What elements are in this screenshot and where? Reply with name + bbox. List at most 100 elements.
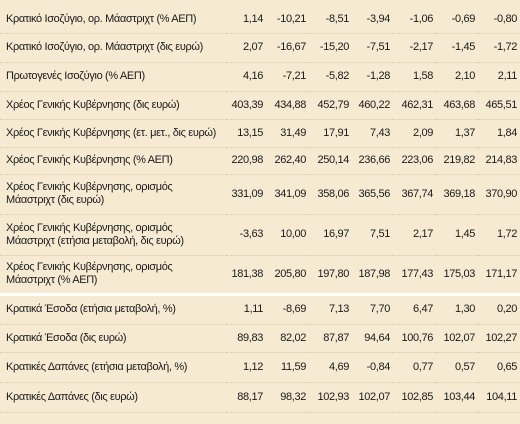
cell-value: 331,09	[226, 174, 266, 215]
table-row: Κρατικό Ισοζύγιο, ορ. Μάαστριχτ (δις ευρ…	[0, 33, 520, 63]
cell-value: 87,87	[309, 324, 352, 353]
cell-value: 2,17	[393, 214, 436, 256]
row-label: Κρατικά Έσοδα (δις ευρώ)	[0, 324, 226, 353]
cell-value: 187,98	[352, 255, 393, 295]
row-label: Κρατικές Δαπάνες (δις ευρώ)	[0, 382, 226, 413]
cell-value: 89,83	[226, 324, 266, 353]
cell-value: 0,57	[436, 352, 478, 383]
cell-value: -1,28	[352, 62, 393, 92]
cell-value: 4,69	[309, 352, 352, 383]
cell-value: -0,69	[436, 6, 478, 34]
cell-value: 171,17	[478, 255, 520, 295]
cell-value: 102,85	[393, 382, 436, 413]
cell-value: 1,37	[436, 119, 478, 148]
cell-value: 463,68	[436, 91, 478, 120]
cell-value: 250,14	[309, 147, 352, 175]
cell-value: -1,72	[478, 33, 520, 63]
cell-value: 197,80	[309, 255, 352, 295]
table-row: Χρέος Γενικής Κυβέρνησης (ετ. μετ., δις …	[0, 119, 520, 148]
row-label: Κρατικά Έσοδα (ετήσια μεταβολή, %)	[0, 292, 226, 325]
cell-value: 11,59	[266, 352, 309, 383]
row-label: Κρατικό Ισοζύγιο, ορ. Μάαστριχτ (δις ευρ…	[0, 33, 226, 63]
cell-value: 7,13	[309, 292, 352, 325]
cell-value: 88,17	[226, 382, 266, 413]
cell-value: -1,45	[436, 33, 478, 63]
cell-value: -8,69	[266, 292, 309, 325]
cell-value: 4,16	[226, 62, 266, 92]
row-label: Πρωτογενές Ισοζύγιο (% ΑΕΠ)	[0, 62, 226, 92]
cell-value: 7,51	[352, 214, 393, 256]
cell-value: 367,74	[393, 174, 436, 215]
cell-value: 2,07	[226, 33, 266, 63]
cell-value: 205,80	[266, 255, 309, 295]
cell-value: -2,17	[393, 33, 436, 63]
cell-value: 214,83	[478, 147, 520, 175]
cell-value: -0,80	[478, 6, 520, 34]
table-row: Χρέος Γενικής Κυβέρνησης, ορισμός Μάαστρ…	[0, 174, 520, 215]
cell-value: 104,11	[478, 382, 520, 413]
cell-value: 98,32	[266, 382, 309, 413]
cell-value: 0,77	[393, 352, 436, 383]
cell-value: 0,65	[478, 352, 520, 383]
cell-value: 365,56	[352, 174, 393, 215]
cell-value: 1,58	[393, 62, 436, 92]
cell-value: 102,93	[309, 382, 352, 413]
row-label: Χρέος Γενικής Κυβέρνησης, ορισμός Μάαστρ…	[0, 174, 226, 215]
cell-value: 31,49	[266, 119, 309, 148]
cell-value: 103,44	[436, 382, 478, 413]
page: {"table": {"rows": [ ["Κρατικό Ισοζύγιο,…	[0, 6, 520, 424]
cell-value: 236,66	[352, 147, 393, 175]
cell-value: 16,97	[309, 214, 352, 256]
cell-value: 262,40	[266, 147, 309, 175]
cell-value: 102,07	[352, 382, 393, 413]
cell-value: 1,45	[436, 214, 478, 256]
cell-value: -1,06	[393, 6, 436, 34]
cell-value: 1,11	[226, 292, 266, 325]
cell-value: 6,47	[393, 292, 436, 325]
cell-value: 2,09	[393, 119, 436, 148]
cell-value: 181,38	[226, 255, 266, 295]
cell-value: 369,18	[436, 174, 478, 215]
table-row: Χρέος Γενικής Κυβέρνησης, ορισμός Μάαστρ…	[0, 214, 520, 256]
cell-value: 358,06	[309, 174, 352, 215]
cell-value: -15,20	[309, 33, 352, 63]
cell-value: -8,51	[309, 6, 352, 34]
cell-value: 102,07	[436, 324, 478, 353]
cell-value: 465,51	[478, 91, 520, 120]
row-label: Χρέος Γενικής Κυβέρνησης (δις ευρώ)	[0, 91, 226, 120]
cell-value: 1,14	[226, 6, 266, 34]
table-row: Χρέος Γενικής Κυβέρνησης (% ΑΕΠ) 220,98 26…	[0, 147, 520, 175]
table-row: Χρέος Γενικής Κυβέρνησης, ορισμός Μάαστρ…	[0, 255, 520, 295]
cell-value: -7,51	[352, 33, 393, 63]
cell-value: 1,72	[478, 214, 520, 256]
cell-value: 100,76	[393, 324, 436, 353]
cell-value: 220,98	[226, 147, 266, 175]
table-row: Χρέος Γενικής Κυβέρνησης (δις ευρώ) 403,3…	[0, 91, 520, 120]
cell-value: -16,67	[266, 33, 309, 63]
cell-value: 452,79	[309, 91, 352, 120]
cell-value: 1,30	[436, 292, 478, 325]
table-row: Κρατικό Ισοζύγιο, ορ. Μάαστριχτ (% ΑΕΠ) 1…	[0, 6, 520, 34]
row-label: Κρατικό Ισοζύγιο, ορ. Μάαστριχτ (% ΑΕΠ)	[0, 6, 226, 34]
cell-value: 175,03	[436, 255, 478, 295]
cell-value: 460,22	[352, 91, 393, 120]
row-label: Χρέος Γενικής Κυβέρνησης (ετ. μετ., δις …	[0, 119, 226, 148]
cell-value: 223,06	[393, 147, 436, 175]
cell-value: 434,88	[266, 91, 309, 120]
cell-value: 1,84	[478, 119, 520, 148]
cell-value: 7,70	[352, 292, 393, 325]
cell-value: 0,20	[478, 292, 520, 325]
row-label: Χρέος Γενικής Κυβέρνησης, ορισμός Μάαστρ…	[0, 255, 226, 295]
cell-value: 13,15	[226, 119, 266, 148]
cell-value: 7,43	[352, 119, 393, 148]
cell-value: 82,02	[266, 324, 309, 353]
table-row: Κρατικά Έσοδα (ετήσια μεταβολή, %) 1,11 -8…	[0, 292, 520, 325]
cell-value: 341,09	[266, 174, 309, 215]
row-label: Χρέος Γενικής Κυβέρνησης (% ΑΕΠ)	[0, 147, 226, 175]
cell-value: 1,12	[226, 352, 266, 383]
cell-value: 10,00	[266, 214, 309, 256]
table-row: Κρατικές Δαπάνες (δις ευρώ) 88,17 98,32 102…	[0, 382, 520, 413]
cell-value: -5,82	[309, 62, 352, 92]
cell-value: 177,43	[393, 255, 436, 295]
cell-value: 219,82	[436, 147, 478, 175]
